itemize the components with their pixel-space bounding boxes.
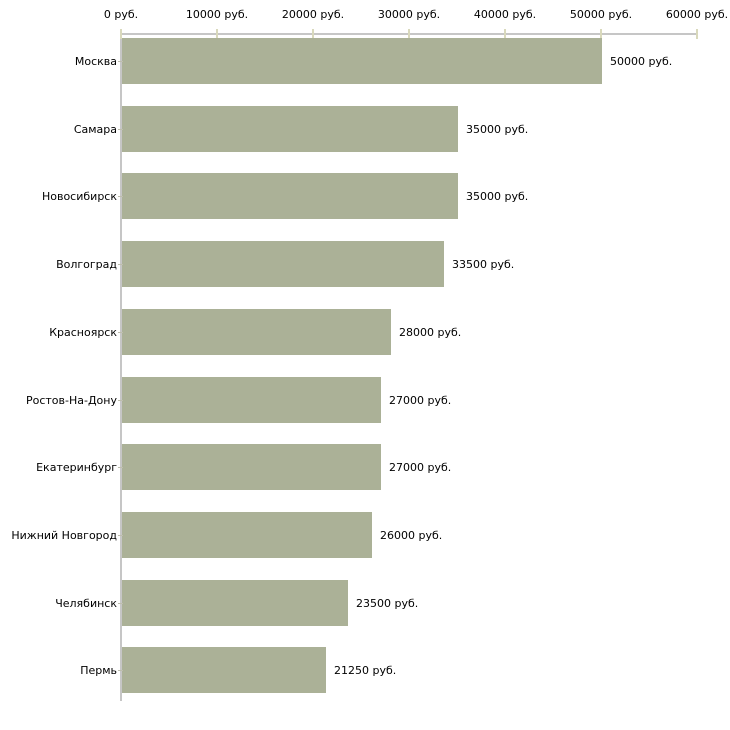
x-tick-mark: [120, 29, 122, 39]
x-tick-label: 40000 руб.: [473, 8, 537, 21]
category-label: Челябинск: [55, 596, 117, 610]
value-label: 21250 руб.: [334, 663, 397, 677]
value-label: 28000 руб.: [399, 325, 462, 339]
category-label: Самара: [73, 122, 117, 136]
value-label: 33500 руб.: [452, 257, 515, 271]
x-tick-label: 60000 руб.: [665, 8, 729, 21]
bar: [122, 38, 602, 84]
x-tick-label: 10000 руб.: [185, 8, 249, 21]
x-tick-label: 20000 руб.: [281, 8, 345, 21]
value-label: 35000 руб.: [466, 122, 529, 136]
x-tick-label: 50000 руб.: [569, 8, 633, 21]
category-label: Ростов-На-Дону: [25, 393, 117, 407]
value-label: 50000 руб.: [610, 54, 673, 68]
value-label: 27000 руб.: [389, 393, 452, 407]
bar: [122, 309, 391, 355]
value-label: 35000 руб.: [466, 189, 529, 203]
category-label: Пермь: [80, 663, 117, 677]
category-tick: [118, 129, 123, 130]
bar: [122, 173, 458, 219]
bar: [122, 647, 326, 693]
value-label: 23500 руб.: [356, 596, 419, 610]
bar: [122, 580, 348, 626]
category-tick: [118, 670, 123, 671]
x-tick-mark: [312, 29, 314, 39]
bar: [122, 512, 372, 558]
x-tick-mark: [696, 29, 698, 39]
category-label: Волгоград: [56, 257, 117, 271]
x-tick-mark: [504, 29, 506, 39]
bar: [122, 377, 381, 423]
x-tick-mark: [216, 29, 218, 39]
category-label: Нижний Новгород: [11, 528, 117, 542]
bar: [122, 241, 444, 287]
category-tick: [118, 603, 123, 604]
category-label: Красноярск: [49, 325, 117, 339]
category-tick: [118, 332, 123, 333]
x-tick-mark: [408, 29, 410, 39]
x-tick-mark: [600, 29, 602, 39]
category-label: Москва: [74, 54, 117, 68]
x-tick-label: 0 руб.: [103, 8, 139, 21]
category-tick: [118, 400, 123, 401]
x-tick-label: 30000 руб.: [377, 8, 441, 21]
category-tick: [118, 264, 123, 265]
value-label: 27000 руб.: [389, 460, 452, 474]
category-label: Новосибирск: [41, 189, 117, 203]
category-tick: [118, 535, 123, 536]
value-label: 26000 руб.: [380, 528, 443, 542]
bar: [122, 106, 458, 152]
category-tick: [118, 61, 123, 62]
category-tick: [118, 196, 123, 197]
category-label: Екатеринбург: [36, 460, 117, 474]
category-tick: [118, 467, 123, 468]
y-axis-line: [120, 33, 122, 701]
bar: [122, 444, 381, 490]
